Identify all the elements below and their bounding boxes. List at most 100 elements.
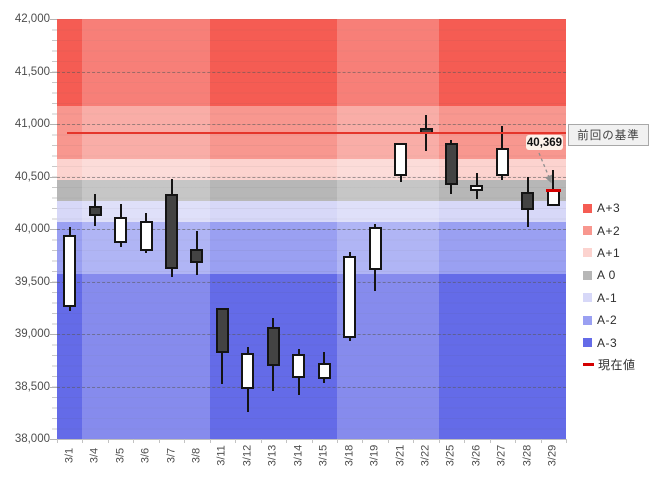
zone-band-A0 (57, 179, 566, 201)
x-axis-tick (464, 439, 466, 443)
y-axis-tick (50, 439, 57, 440)
x-axis-tick (311, 439, 313, 443)
y-axis-label-38500: 38,500 (14, 380, 50, 393)
gridline-40000 (57, 229, 566, 230)
x-axis-label-3-8: 3/8 (190, 447, 203, 464)
y-axis-label-41000: 41,000 (14, 118, 50, 130)
candle-body-3/6 (139, 221, 153, 252)
candle-body-3/15 (317, 363, 331, 380)
current-value-callout: 40,369 (526, 135, 563, 150)
current-value-dash-icon (583, 363, 594, 367)
plot-area (57, 19, 566, 439)
candle-body-3/11 (215, 308, 229, 354)
y-axis-tick (50, 124, 57, 125)
x-axis-tick (489, 439, 491, 443)
legend-item-label: A-3 (597, 335, 618, 350)
legend-item-A+2: A+2 (583, 219, 636, 241)
legend-item-label: A+2 (597, 223, 621, 238)
legend-item-label: A-2 (597, 313, 618, 328)
x-axis-tick (336, 439, 338, 443)
legend-item-label: A+3 (597, 201, 621, 216)
legend-item-A-2: A-2 (583, 309, 636, 331)
y-axis-tick (50, 71, 57, 73)
zone-band-A-1 (57, 200, 566, 222)
x-axis-tick (413, 439, 415, 443)
legend-item-label: A-1 (597, 290, 618, 305)
gridline-39500 (57, 281, 566, 283)
zone-band-A-3 (57, 274, 566, 439)
baseline-label-text: 前回の基準 (577, 130, 640, 142)
x-axis-tick (362, 439, 364, 443)
x-axis-tick (133, 439, 135, 443)
y-axis-label-38000: 38,000 (14, 433, 50, 445)
candle-wick-3/29 (552, 170, 555, 206)
x-axis-label-3-22: 3/22 (419, 444, 432, 467)
candle-body-3/4 (88, 205, 102, 217)
y-axis-label-40000: 40,000 (14, 223, 50, 235)
x-axis-label-3-29: 3/29 (546, 444, 559, 467)
legend-item-current-value: 現在値 (583, 354, 636, 376)
legend-item-label: A+1 (597, 245, 621, 260)
x-axis-label-3-15: 3/15 (317, 444, 330, 467)
x-axis-label-3-25: 3/25 (444, 444, 457, 467)
y-axis-tick (50, 19, 57, 20)
x-axis-tick (57, 439, 58, 443)
gridline-41000 (57, 124, 566, 125)
legend-item-A+1: A+1 (583, 242, 636, 264)
candle-body-3/1 (63, 235, 77, 308)
x-axis-tick (235, 439, 237, 443)
candle-body-3/26 (470, 184, 484, 192)
y-axis-label-39500: 39,500 (14, 275, 50, 288)
legend-swatch-icon (583, 338, 592, 348)
y-axis-tick (50, 176, 57, 178)
legend-item-A+3: A+3 (583, 197, 636, 219)
y-axis-tick (50, 386, 57, 388)
x-axis-tick (184, 439, 186, 443)
y-axis-label-39000: 39,000 (14, 328, 50, 340)
baseline-label-box: 前回の基準 (568, 124, 649, 146)
x-axis-label-3-19: 3/19 (368, 444, 381, 467)
legend-item-label: 現在値 (598, 358, 636, 373)
x-axis-label-3-11: 3/11 (215, 445, 228, 466)
x-axis-label-3-6: 3/6 (139, 447, 152, 464)
candle-body-3/21 (394, 143, 408, 177)
y-axis-tick (50, 334, 57, 335)
x-axis-tick (209, 439, 211, 443)
x-axis-label-3-26: 3/26 (470, 444, 483, 467)
current-value-text: 40,369 (526, 136, 563, 149)
candle-body-3/12 (241, 353, 255, 390)
gridline-41500 (57, 71, 566, 73)
x-axis-label-3-12: 3/12 (241, 444, 254, 467)
x-axis-tick (387, 439, 389, 443)
legend-item-A-3: A-3 (583, 331, 636, 353)
candle-body-3/14 (292, 353, 306, 378)
legend-item-A0: A 0 (583, 264, 636, 286)
current-value-mark (545, 188, 561, 192)
x-axis-label-3-7: 3/7 (165, 447, 178, 464)
gridline-40500 (57, 176, 566, 178)
legend-swatch-icon (583, 248, 592, 258)
legend-swatch-icon (583, 315, 592, 325)
y-axis-label-40500: 40,500 (14, 170, 50, 183)
x-axis-label-3-28: 3/28 (521, 444, 534, 467)
candle-body-3/19 (368, 227, 382, 270)
gridline-39000 (57, 334, 566, 335)
x-axis-tick (540, 439, 542, 443)
x-axis-label-3-13: 3/13 (266, 444, 279, 467)
x-axis-label-3-4: 3/4 (88, 447, 101, 464)
x-axis-tick (566, 439, 567, 443)
y-axis-tick (50, 281, 57, 283)
x-axis-tick (82, 439, 84, 443)
legend-item-label: A 0 (597, 268, 616, 283)
zone-band-A+1 (57, 158, 566, 180)
legend-swatch-icon (583, 270, 592, 280)
candle-body-3/7 (165, 193, 179, 270)
x-axis-tick (438, 439, 440, 443)
legend-swatch-icon (583, 226, 592, 236)
candle-body-3/5 (114, 217, 128, 244)
x-axis-label-3-27: 3/27 (495, 444, 508, 467)
x-axis-tick (260, 439, 262, 443)
x-axis-tick (286, 439, 288, 443)
x-axis-label-3-5: 3/5 (114, 447, 127, 464)
